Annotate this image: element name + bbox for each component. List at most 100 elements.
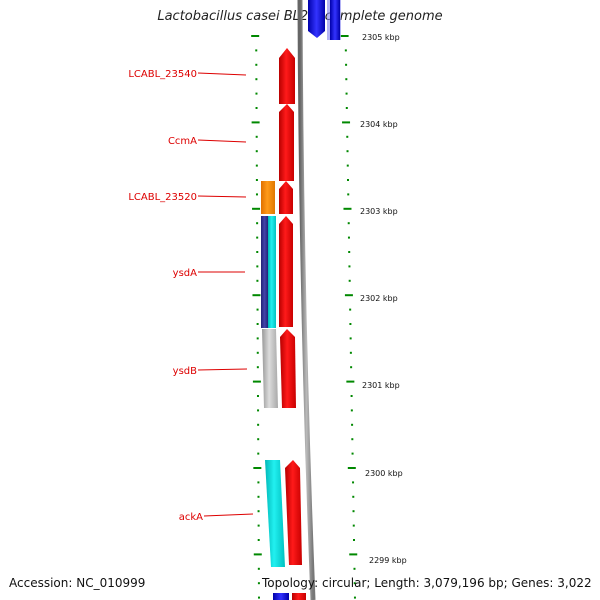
tick-track-right (340, 35, 358, 599)
tick-mark (256, 308, 259, 311)
tick-mark (257, 539, 260, 541)
tick-mark (257, 438, 260, 441)
tick-mark (256, 337, 259, 340)
topology-text: Topology: circular; Length: 3,079,196 bp… (262, 576, 592, 590)
tick-mark (349, 351, 352, 354)
tick-mark (345, 78, 348, 81)
tick-mark (256, 222, 259, 225)
gene-red-ysdb (280, 329, 296, 408)
tick-mark (256, 236, 259, 239)
tick-mark (255, 107, 258, 109)
tick-mark (257, 495, 260, 498)
tick-mark (251, 121, 260, 124)
gene-red-bottom (292, 593, 306, 600)
gene-label[interactable]: LCABL_23520 (128, 192, 197, 203)
tick-mark (342, 121, 351, 124)
accession-text: Accession: NC_010999 (9, 576, 146, 590)
kbp-label: 2299 kbp (369, 556, 407, 565)
tick-mark (255, 49, 258, 52)
gene-label[interactable]: ysdA (173, 268, 197, 279)
tick-mark (256, 279, 259, 282)
tick-mark (352, 524, 355, 527)
tick-mark (255, 63, 258, 66)
tick-mark (352, 495, 355, 498)
tick-mark (257, 452, 260, 455)
tick-mark (344, 294, 353, 297)
tick-mark (255, 150, 258, 153)
gene-red-lcabl-23520 (279, 181, 293, 214)
tick-mark (257, 481, 260, 484)
tick-mark (256, 251, 259, 253)
tick-mark (347, 236, 350, 239)
tick-mark (348, 279, 351, 282)
tick-mark (345, 107, 348, 109)
tick-mark (350, 366, 353, 369)
gene-label-leader (197, 195, 247, 198)
tick-mark (252, 380, 261, 383)
gene-gray-ysdb (262, 329, 278, 408)
tick-mark (257, 423, 260, 426)
gene-ccma (279, 104, 294, 181)
tick-mark (257, 582, 260, 585)
tick-mark (344, 49, 347, 52)
tick-mark (346, 164, 349, 167)
tick-mark (346, 135, 349, 138)
tick-mark (255, 193, 258, 196)
gene-label[interactable]: ysdB (173, 366, 197, 377)
tick-mark (255, 164, 258, 167)
tick-mark (351, 423, 354, 426)
tick-mark (353, 582, 356, 585)
tick-mark (251, 35, 260, 37)
gene-red-acka (285, 460, 302, 565)
tick-mark (347, 193, 350, 196)
tick-mark (257, 596, 260, 599)
tick-mark (347, 467, 356, 469)
genome-backbone (297, 0, 316, 600)
tick-mark (349, 323, 352, 325)
kbp-label: 2305 kbp (362, 33, 400, 42)
tick-mark (348, 251, 351, 253)
tick-mark (345, 92, 348, 95)
tick-mark (257, 567, 260, 570)
tick-mark (349, 308, 352, 311)
gene-label-leader (197, 139, 247, 143)
tick-mark (353, 596, 356, 599)
kbp-label: 2302 kbp (360, 294, 398, 303)
tick-mark (343, 207, 352, 210)
gene-label-leader (203, 513, 254, 517)
gene-label-leader (197, 72, 247, 76)
gene-red-ysda (279, 216, 293, 327)
tick-mark (349, 337, 352, 340)
tick-mark (253, 553, 262, 556)
tick-mark (252, 207, 261, 210)
tick-mark (257, 510, 260, 513)
tick-mark (351, 438, 354, 441)
gene-label-leader (197, 368, 248, 371)
tick-mark (348, 265, 351, 268)
gene-blue-top-2 (330, 0, 340, 40)
tick-mark (255, 78, 258, 81)
tick-mark (350, 409, 353, 412)
tick-mark (257, 524, 260, 527)
tick-mark (345, 63, 348, 66)
tick-track-left (251, 35, 262, 599)
gene-navy-ysda (261, 216, 268, 328)
gene-blue-bottom (273, 593, 289, 600)
tick-mark (256, 265, 259, 268)
gene-label[interactable]: LCABL_23540 (128, 69, 197, 80)
tick-mark (253, 467, 262, 469)
gene-blue-top (308, 0, 325, 38)
gene-label[interactable]: CcmA (168, 136, 197, 147)
kbp-label: 2304 kbp (360, 120, 398, 129)
tick-mark (346, 150, 349, 153)
tick-mark (353, 539, 355, 541)
tick-mark (255, 92, 258, 95)
tick-mark (256, 351, 259, 354)
gene-label[interactable]: ackA (179, 512, 203, 523)
tick-mark (347, 222, 350, 225)
kbp-label: 2300 kbp (365, 469, 403, 478)
tick-mark (255, 135, 258, 138)
tick-mark (352, 510, 355, 513)
